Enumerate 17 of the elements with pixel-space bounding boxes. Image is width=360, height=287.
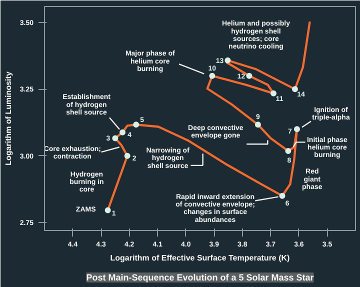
point (224, 57, 231, 64)
point (246, 72, 252, 79)
point (254, 122, 261, 128)
point (112, 135, 118, 142)
point (124, 152, 130, 159)
point (104, 207, 111, 214)
point (133, 122, 140, 128)
y-axis-title: Logarithm of Luminosity (4, 71, 13, 166)
point (285, 148, 292, 154)
point (292, 86, 298, 92)
point (209, 72, 216, 79)
text: Post Main-Sequence Evolution of a 5 Solar Mass Star (86, 272, 314, 282)
point (120, 129, 126, 136)
point (270, 90, 277, 96)
x-axis-title: Logarithm of Effective Surface Temperature (K) (110, 254, 290, 262)
point (279, 192, 286, 199)
point (294, 126, 300, 132)
